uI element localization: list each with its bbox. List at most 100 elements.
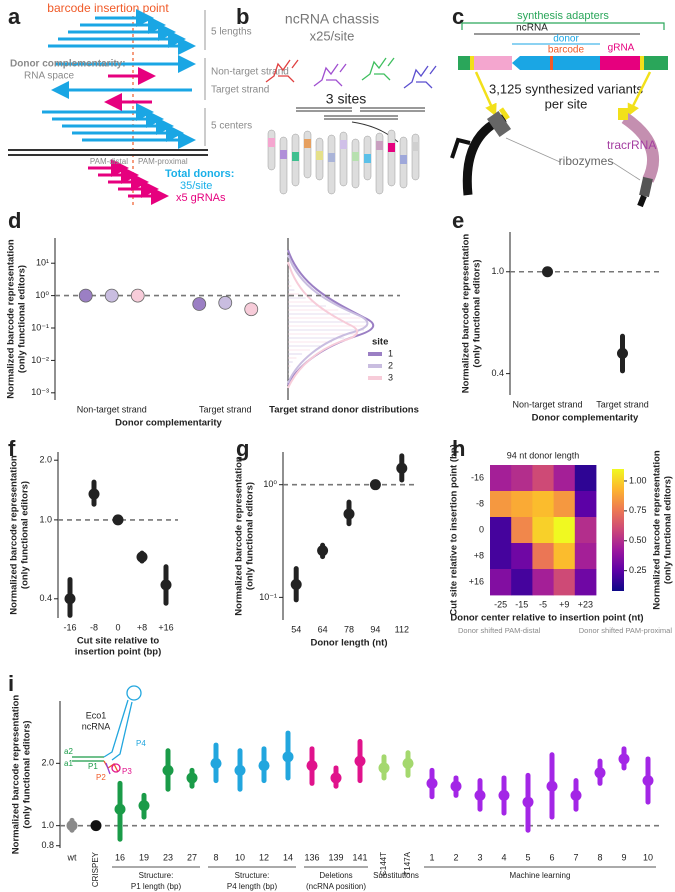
x-tick-label: 2 — [453, 852, 458, 862]
point — [474, 789, 486, 801]
chromosome-band — [400, 155, 407, 164]
adapters-label: synthesis adapters — [517, 10, 609, 22]
heatmap-cell — [574, 517, 597, 544]
point — [354, 755, 366, 767]
x-tick-label: Target strand — [596, 399, 649, 409]
chromosome-band — [364, 154, 371, 163]
chromosome — [279, 136, 288, 195]
complementarity-label: Donor complementarity: — [10, 59, 126, 70]
target-label: Target strand — [211, 85, 269, 96]
panel-letter: i — [8, 671, 14, 696]
legend-label: 2 — [388, 360, 393, 370]
panel-letter: c — [452, 4, 464, 29]
dna — [8, 149, 208, 156]
eco1-inset: Eco1 ncRNA a2 a1 P1 P2 P3 P4 — [64, 685, 146, 782]
inset-label: P4 — [136, 739, 146, 748]
panel-letter: d — [8, 208, 21, 233]
colorbar-tick-label: 0.75 — [629, 505, 647, 515]
ribozymes-label: ribozymes — [559, 154, 614, 168]
y-axis-label: Normalized barcode representation — [11, 695, 22, 855]
group-label: P4 length (bp) — [227, 882, 278, 891]
y-tick-label: 10⁻¹ — [31, 322, 49, 332]
per-site-label: per site — [545, 96, 588, 111]
chromosome — [411, 133, 420, 181]
x-axis-label: Cut site relative to — [77, 636, 160, 647]
x-axis-label: Donor length (nt) — [310, 638, 387, 649]
density-panel — [287, 238, 375, 400]
x-tick-label: 112 — [395, 624, 409, 634]
x-tick-label: 23 — [163, 852, 173, 862]
inset-label: P1 — [88, 762, 98, 771]
point — [136, 551, 148, 563]
heatmap-cell — [532, 465, 554, 492]
legend-title: site — [372, 337, 388, 348]
point — [78, 288, 93, 303]
heatmap-cell — [574, 465, 597, 492]
colorbar — [612, 469, 624, 591]
y-tick-label: -16 — [471, 472, 484, 482]
y-axis-label: Normalized barcode representation — [9, 455, 20, 615]
chromosome — [327, 134, 336, 195]
x-tick-label: 64 — [318, 624, 328, 634]
x-tick-label: 136 — [304, 852, 319, 862]
point — [114, 803, 126, 815]
chromosome-band — [388, 143, 395, 152]
point — [306, 760, 318, 772]
heatmap-cell — [511, 543, 533, 570]
centers-label: 5 centers — [211, 121, 252, 132]
x-tick-label: -15 — [515, 599, 528, 609]
point — [570, 789, 582, 801]
x-tick-label: T147A — [403, 851, 412, 875]
x-tick-label: 1 — [429, 852, 434, 862]
x-tick-label: +16 — [158, 622, 173, 632]
total-label: Total donors: — [165, 168, 234, 180]
note: Donor shifted PAM-distal — [458, 626, 541, 635]
chromosome-band — [292, 152, 299, 161]
x-tick-label: +23 — [578, 599, 593, 609]
point — [369, 479, 381, 491]
x-tick-label: 8 — [597, 852, 602, 862]
point — [88, 488, 100, 500]
panel-letter: f — [8, 436, 16, 461]
x-tick-label: Non-target strand — [77, 404, 147, 414]
heatmap-cell — [490, 543, 512, 570]
panel-letter: g — [236, 436, 249, 461]
heatmap-cell — [553, 569, 576, 596]
heatmap-cell — [490, 465, 512, 492]
y-tick-label: 1.0 — [41, 820, 54, 830]
heatmap-cell — [490, 491, 512, 518]
group-label: Substitutions — [373, 871, 419, 880]
point — [234, 764, 246, 776]
panel-letter: b — [236, 4, 249, 29]
point — [186, 772, 198, 784]
point — [546, 780, 558, 792]
point — [138, 800, 150, 812]
x-tick-label: 7 — [573, 852, 578, 862]
x-tick-label: 54 — [291, 624, 301, 634]
chromosome-band — [268, 138, 275, 147]
heatmap-cell — [532, 517, 554, 544]
y-tick-label: 0 — [479, 524, 484, 534]
legend-label: 3 — [388, 372, 393, 382]
x-tick-label: +8 — [137, 622, 147, 632]
x-tick-label: 139 — [328, 852, 343, 862]
x-tick-label: Target strand — [199, 404, 252, 414]
colorbar-tick-label: 0.50 — [629, 535, 647, 545]
site-lines — [296, 107, 425, 143]
donor-arrows — [42, 9, 196, 149]
point — [112, 514, 124, 526]
point — [218, 295, 233, 310]
legend-label: 1 — [388, 348, 393, 358]
space-label: RNA space — [24, 71, 74, 82]
inset-label: a1 — [64, 759, 73, 768]
x-axis-label: Donor complementarity — [115, 418, 222, 429]
chromosome — [267, 129, 276, 171]
x-tick-label: 78 — [344, 624, 354, 634]
x-axis-label: Donor center relative to insertion point… — [450, 613, 643, 624]
chromosome-band — [412, 142, 419, 151]
chassis-label: ncRNA chassis — [285, 11, 379, 27]
group-label: Machine learning — [510, 871, 571, 880]
plasmid — [450, 107, 659, 208]
y-axis-label: Normalized barcode representation — [234, 456, 245, 616]
